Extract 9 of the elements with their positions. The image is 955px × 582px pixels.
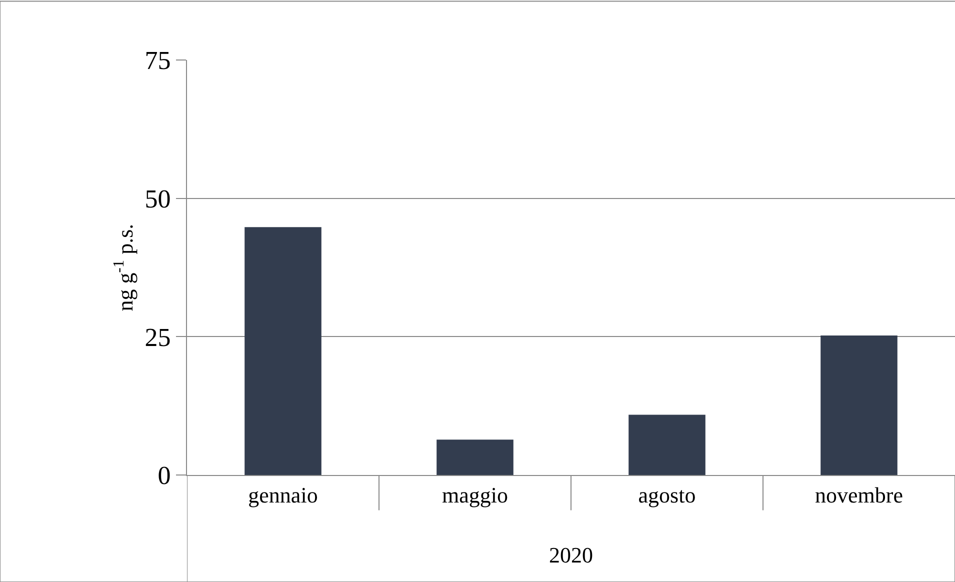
x-tick-label: novembre [815,482,903,508]
x-axis-title: 2020 [549,542,593,568]
y-tick-label: 75 [144,46,171,76]
x-tick-label: agosto [638,482,696,508]
y-tick-label: 0 [158,461,171,490]
x-tick-label: gennaio [248,482,318,508]
x-tick-label: maggio [442,482,508,508]
y-tick-label: 25 [144,322,171,352]
y-tick-label: 50 [144,184,171,214]
